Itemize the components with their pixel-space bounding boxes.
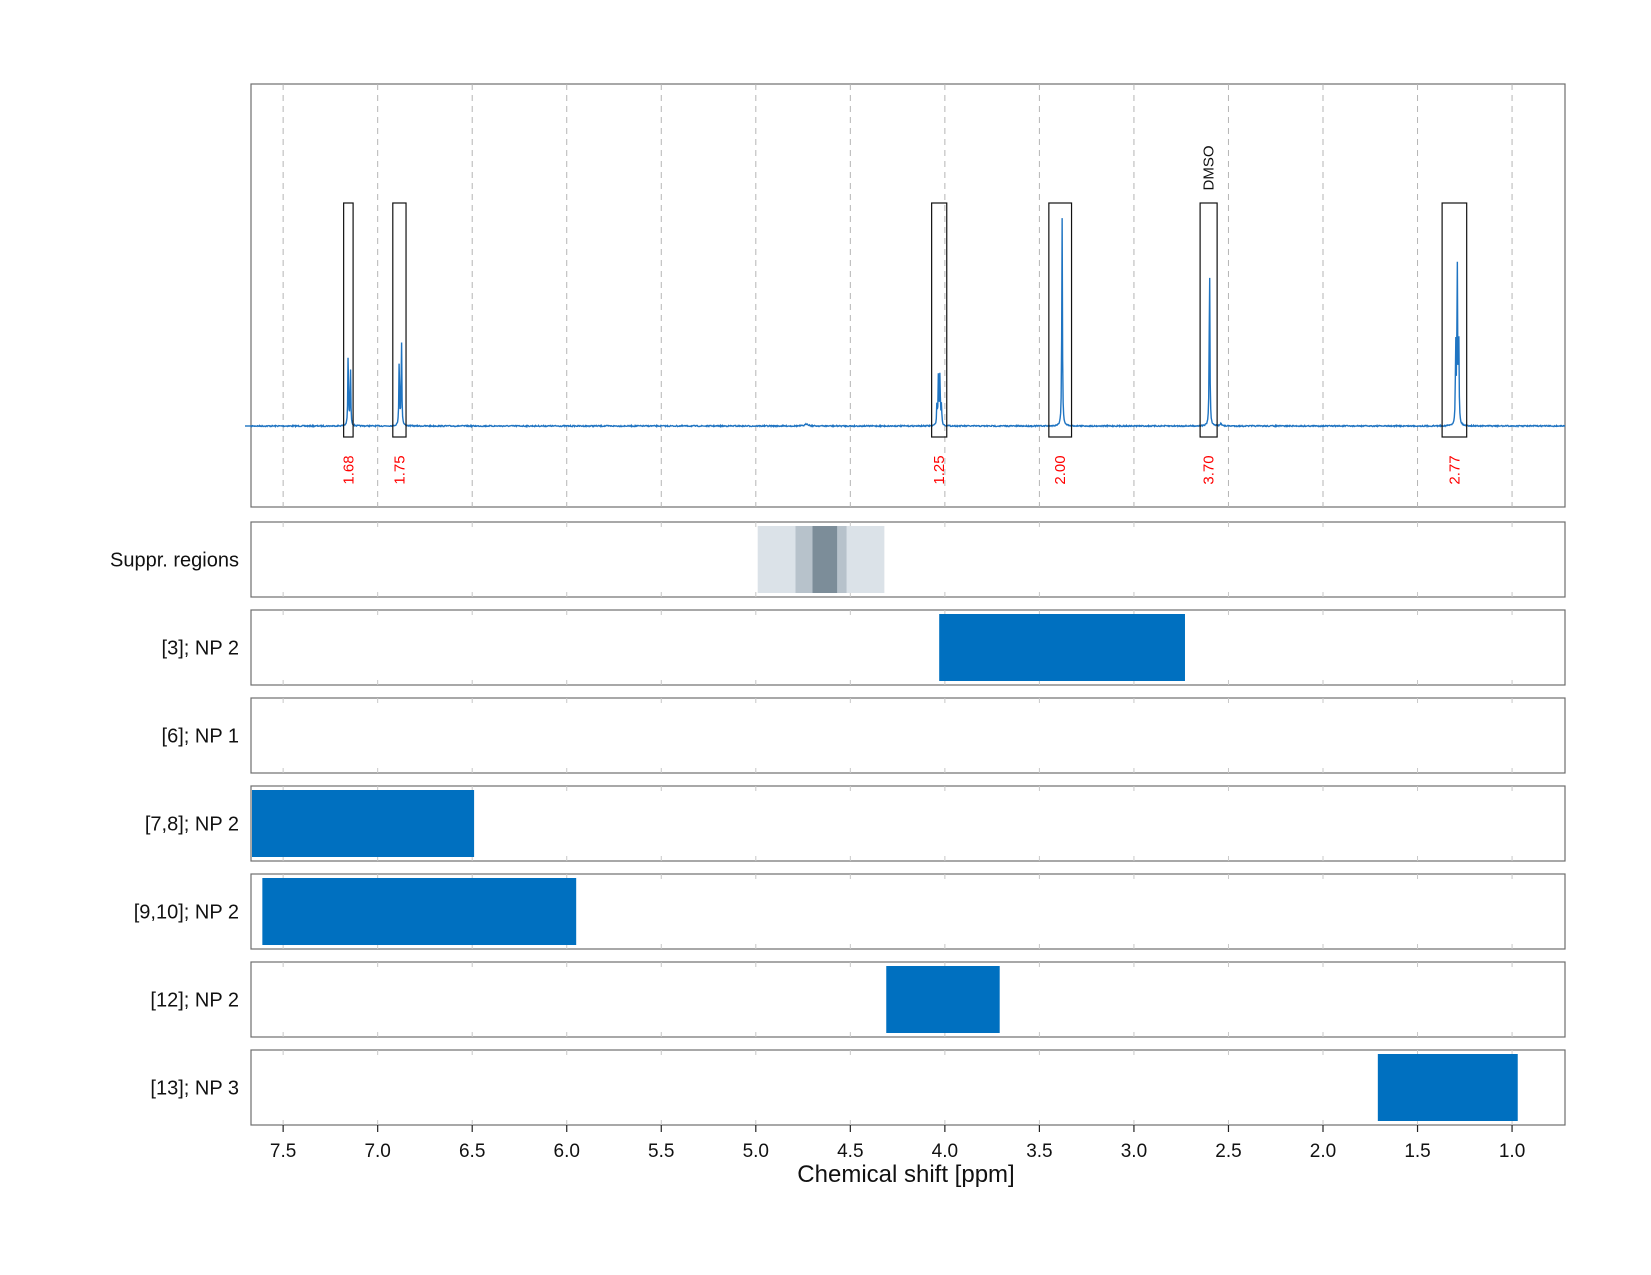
assignment-row: [7,8]; NP 2 xyxy=(145,785,1566,862)
x-axis: 7.5 7.0 6.5 6.0 5.5 5.0 4.5 4.0 3.5 3.0 2.5 2.0 1.5 1… xyxy=(270,1125,1525,1162)
assignment-row: [6]; NP 1 xyxy=(162,697,1566,774)
x-tick-label: 5.0 xyxy=(743,1141,769,1162)
integral-label: 1.25 xyxy=(931,455,948,484)
row-label: Suppr. regions xyxy=(110,550,239,572)
x-tick-label: 1.0 xyxy=(1499,1141,1525,1162)
assignment-bar xyxy=(939,614,1185,681)
x-tick-label: 6.5 xyxy=(459,1141,485,1162)
x-tick-label: 2.5 xyxy=(1215,1141,1241,1162)
x-axis-label: Chemical shift [ppm] xyxy=(797,1161,1014,1188)
assignment-bar xyxy=(262,878,577,945)
x-tick-label: 2.0 xyxy=(1310,1141,1336,1162)
row-frame xyxy=(250,697,1566,774)
integral-label: 3.70 xyxy=(1201,455,1218,484)
assignment-row: [3]; NP 2 xyxy=(162,609,1566,686)
row-label: [6]; NP 1 xyxy=(162,726,239,748)
integration-box xyxy=(931,202,948,438)
assignment-bar xyxy=(252,790,475,857)
row-frame xyxy=(250,521,1566,598)
assignment-row: [12]; NP 2 xyxy=(150,961,1566,1038)
solvent-annotation: DMSO xyxy=(1201,146,1218,191)
x-tick-label: 4.0 xyxy=(932,1141,958,1162)
x-tick-label: 6.0 xyxy=(554,1141,580,1162)
integration-box xyxy=(1048,202,1073,438)
integration-box xyxy=(1199,202,1218,438)
spectrum-frame xyxy=(250,83,1566,508)
x-tick-label: 7.5 xyxy=(270,1141,296,1162)
integration-box xyxy=(1441,202,1468,438)
x-tick-label: 3.5 xyxy=(1026,1141,1052,1162)
x-tick-label: 3.0 xyxy=(1121,1141,1147,1162)
row-label: [13]; NP 3 xyxy=(150,1078,239,1100)
integration-box xyxy=(392,202,407,438)
row-frame xyxy=(250,1049,1566,1126)
assignment-row: [9,10]; NP 2 xyxy=(134,873,1566,950)
row-label: [9,10]; NP 2 xyxy=(134,902,239,924)
integral-label: 1.68 xyxy=(340,455,357,484)
x-tick-label: 7.0 xyxy=(364,1141,390,1162)
integration-box xyxy=(343,202,354,438)
x-tick-label: 4.5 xyxy=(837,1141,863,1162)
suppression-row: Suppr. regions xyxy=(110,521,1566,598)
assignment-bar xyxy=(886,966,1000,1033)
spectrum-line xyxy=(250,218,1566,429)
x-tick-label: 5.5 xyxy=(648,1141,674,1162)
row-label: [12]; NP 2 xyxy=(150,990,239,1012)
row-frame xyxy=(250,609,1566,686)
integral-label: 2.00 xyxy=(1052,455,1069,484)
assignment-row: [13]; NP 3 xyxy=(150,1049,1566,1126)
suppression-band xyxy=(812,526,838,593)
row-label: [3]; NP 2 xyxy=(162,638,239,660)
row-label: [7,8]; NP 2 xyxy=(145,814,239,836)
x-tick-label: 1.5 xyxy=(1404,1141,1430,1162)
integral-label: 1.75 xyxy=(391,455,408,484)
assignment-tracks: Suppr. regions [3]; NP 2 [6]; NP 1 [7,8]; N… xyxy=(110,521,1566,1126)
integral-label: 2.77 xyxy=(1446,455,1463,484)
assignment-bar xyxy=(1377,1054,1518,1121)
spectrum-panel: 1.68 1.75 1.25 2.00 3.70 DMSO 2.77 xyxy=(245,83,1566,508)
